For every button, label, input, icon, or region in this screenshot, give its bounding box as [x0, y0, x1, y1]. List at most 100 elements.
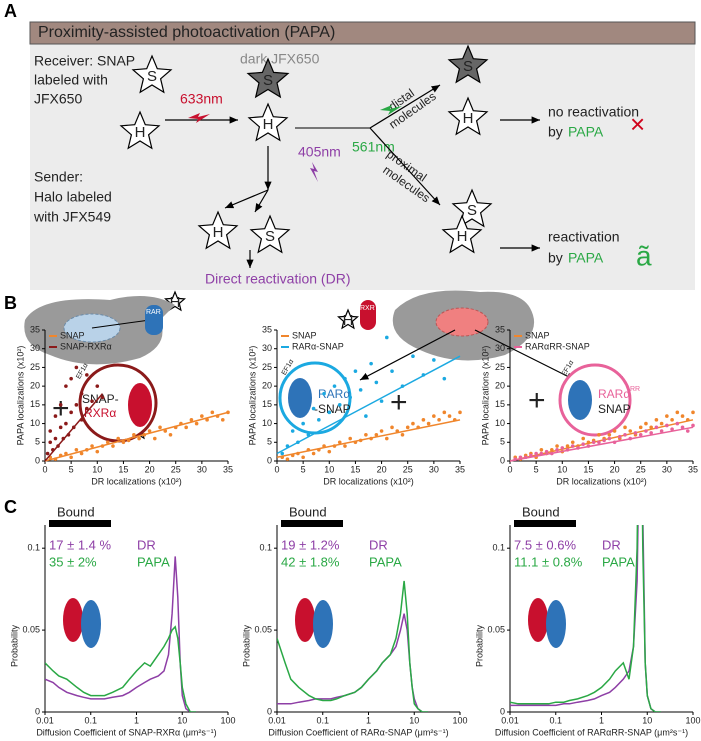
panel-letter: C: [4, 497, 17, 517]
protein: [145, 305, 163, 335]
x-tick-label: 100: [220, 715, 235, 725]
scatter-point: [200, 414, 204, 418]
x-tick-label: 0: [274, 464, 279, 474]
distribution-line: [277, 580, 428, 712]
plasmid-label: RXRα: [84, 406, 116, 420]
scatter-point: [544, 449, 549, 454]
x-tick-label: 1: [599, 715, 604, 725]
y-axis-label: PAPA localizations (x10²): [247, 346, 257, 446]
x-tick-label: 10: [409, 715, 419, 725]
star-letter: S: [467, 202, 477, 219]
scatter-point: [95, 449, 100, 454]
x-axis-label: Diffusion Coefficient of RARα-SNAP (μm²s…: [268, 727, 448, 737]
star-letter: S: [265, 228, 275, 245]
scatter-point: [69, 455, 73, 460]
stat-label: 19 ± 1.2%: [281, 537, 340, 552]
y-tick-label: 10: [262, 418, 272, 428]
x-tick-label: 20: [145, 464, 155, 474]
scatter-point: [649, 431, 653, 435]
scatter-point: [327, 449, 332, 454]
scatter-point: [633, 431, 638, 435]
y-tick-label: 15: [495, 399, 505, 409]
y-tick-label: 35: [30, 324, 40, 334]
panel-letter: B: [4, 293, 17, 313]
scatter-point: [90, 444, 94, 448]
scatter-point: [301, 455, 305, 460]
sender-text: Sender:: [34, 169, 83, 185]
scatter-point: [665, 423, 669, 428]
y-tick-label: 20: [30, 381, 40, 391]
scatter-point: [649, 425, 653, 430]
scatter-point: [437, 418, 441, 422]
protein: [63, 598, 83, 642]
x-tick-label: 0.1: [549, 715, 562, 725]
protein: [128, 383, 152, 427]
x-tick-label: 35: [223, 464, 233, 474]
scatter-point: [426, 421, 431, 426]
stat-label: 35 ± 2%: [49, 554, 97, 569]
plasmid-label: RR: [630, 386, 640, 393]
fluorophore-star: [246, 57, 290, 99]
x-tick-label: 0.01: [268, 715, 286, 725]
x-tick-label: 5: [301, 464, 306, 474]
protein: [313, 600, 333, 648]
distribution-line: [510, 525, 661, 712]
scatter-point: [555, 444, 559, 448]
x-tick-label: 25: [636, 464, 646, 474]
scatter-point: [301, 421, 305, 426]
y-tick-label: 30: [495, 343, 505, 353]
scatter-point: [432, 358, 436, 362]
legend-label: RARαRR-SNAP: [525, 341, 590, 351]
scatter-point: [85, 373, 89, 377]
scatter-point: [670, 427, 674, 431]
fit-line: [276, 355, 461, 455]
x-tick-label: 10: [92, 464, 102, 474]
protein: [360, 300, 376, 330]
laser-icon: [380, 105, 402, 115]
y-tick-label: 10: [495, 418, 505, 428]
fluorophore-star: [119, 110, 161, 150]
scatter-point: [405, 425, 410, 430]
x-tick-label: 0.01: [36, 715, 54, 725]
scatter-point: [64, 451, 68, 456]
dark-label: dark JFX650: [240, 51, 320, 67]
scatter-point: [85, 406, 89, 411]
outcome-text: by: [548, 124, 563, 140]
y-axis-label: Probability: [9, 624, 19, 667]
series-label: DR: [137, 537, 156, 552]
scatter-point: [364, 414, 368, 418]
scatter-point: [539, 447, 544, 452]
x-tick-label: 0: [42, 464, 47, 474]
y-tick-label: 0: [500, 706, 505, 716]
scatter-point: [659, 429, 664, 433]
scatter-point: [205, 418, 209, 422]
x-tick-label: 100: [452, 715, 467, 725]
protein: [295, 598, 315, 642]
scatter-point: [358, 388, 363, 392]
scatter-point: [680, 425, 685, 430]
scatter-point: [691, 410, 695, 415]
receiver-text: JFX650: [34, 91, 82, 107]
x-axis-label: DR localizations (x10²): [323, 476, 414, 486]
series-label: DR: [369, 537, 388, 552]
star-letter: S: [147, 68, 157, 85]
scatter-point: [343, 376, 347, 381]
x-tick-label: 25: [403, 464, 413, 474]
scatter-point: [581, 436, 585, 441]
scatter-point: [74, 447, 79, 452]
scatter-point: [665, 414, 669, 418]
y-tick-label: 20: [495, 381, 505, 391]
plasmid-label: SNAP: [598, 402, 631, 416]
stat-label: 42 ± 1.8%: [281, 554, 340, 569]
scatter-point: [353, 369, 358, 373]
scatter-point: [591, 440, 596, 445]
scatter-point: [628, 429, 633, 433]
y-tick-label: 0: [35, 706, 40, 716]
scatter-point: [163, 429, 168, 433]
y-axis-label: PAPA localizations (x10²): [480, 346, 490, 446]
x-tick-label: 10: [177, 715, 187, 725]
x-axis-label: Diffusion Coefficient of RARαRR-SNAP (μm…: [495, 727, 688, 737]
x-tick-label: 0: [507, 464, 512, 474]
scatter-point: [168, 433, 173, 437]
scatter-point: [421, 418, 426, 422]
